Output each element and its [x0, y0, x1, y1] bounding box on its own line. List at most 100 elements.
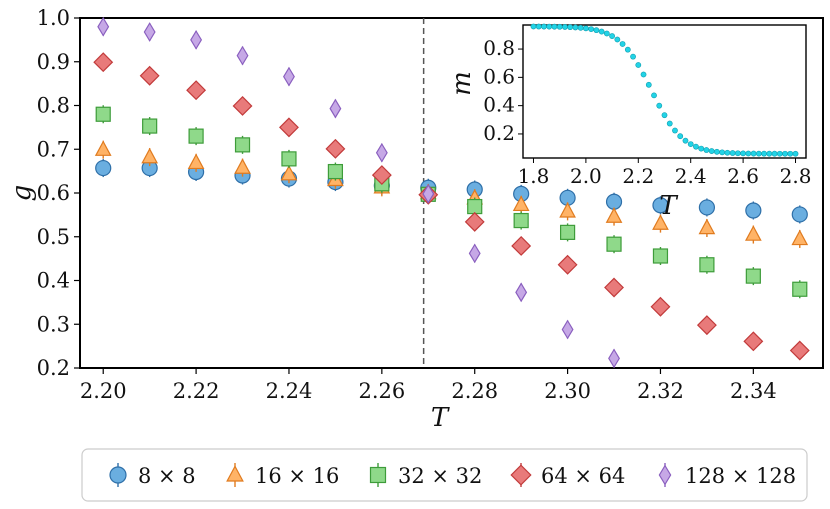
y-tick-label: 0.5: [37, 225, 70, 249]
inset-data-point: [619, 41, 626, 47]
inset-x-tick-label: 2.4: [675, 164, 707, 188]
y-tick-label: 0.7: [37, 137, 70, 161]
data-point: [234, 158, 251, 174]
legend-marker: [658, 464, 672, 486]
x-tick-label: 2.26: [358, 379, 405, 403]
inset-data-point: [708, 148, 715, 154]
inset-data-point: [630, 53, 636, 60]
data-point: [511, 235, 532, 256]
inset-data-point: [661, 112, 668, 119]
data-point: [375, 142, 388, 163]
inset-data-point: [562, 24, 568, 30]
data-point: [422, 183, 435, 204]
legend-entry-4: 128 × 128: [658, 463, 796, 488]
inset-data-point: [530, 23, 537, 30]
data-point: [190, 29, 203, 50]
legend-frame: [81, 448, 808, 502]
data-point: [468, 243, 481, 264]
data-point: [789, 340, 810, 361]
inset-data-point: [787, 150, 794, 157]
inset-data-point: [703, 147, 710, 153]
data-point: [139, 65, 160, 86]
data-point: [606, 236, 622, 252]
inset-data-point: [572, 24, 579, 31]
inset-x-axis-label: T: [659, 191, 678, 221]
inset-y-tick-label: 0.4: [483, 93, 515, 117]
data-point: [605, 207, 623, 223]
inset-y-tick-label: 0.8: [483, 36, 515, 60]
inset-data-point: [698, 145, 705, 152]
inset-data-point: [776, 150, 783, 157]
data-point: [792, 281, 808, 297]
data-point: [559, 224, 576, 240]
legend-label: 16 × 16: [255, 464, 339, 488]
data-point: [95, 106, 111, 122]
x-axis-label: T: [431, 403, 450, 433]
inset-data-point: [771, 150, 778, 157]
data-point: [561, 319, 574, 340]
inset-x-tick-label: 2.8: [780, 164, 812, 188]
inset-x-tick-label: 2.6: [727, 164, 759, 188]
data-point: [187, 153, 205, 170]
inset-data-point: [635, 62, 642, 68]
inset-data-point: [724, 149, 731, 156]
data-point: [279, 117, 299, 138]
legend-label: 64 × 64: [541, 464, 625, 488]
inset-y-axis-label: m: [447, 71, 477, 96]
inset-data-point: [651, 92, 657, 99]
inset-data-point: [719, 149, 726, 156]
data-point: [280, 164, 298, 181]
inset-data-point: [614, 36, 621, 43]
inset-data-point: [640, 71, 647, 78]
inset-data-point: [577, 24, 584, 31]
inset-data-point: [666, 120, 673, 127]
y-tick-label: 0.3: [37, 312, 70, 336]
inset-y-tick-label: 0.2: [483, 121, 515, 145]
legend-label: 8 × 8: [138, 464, 196, 488]
data-point: [283, 66, 295, 87]
data-point: [186, 80, 207, 101]
data-point: [513, 212, 529, 229]
inset-data-point: [598, 28, 605, 35]
series-4: [97, 16, 620, 369]
x-tick-label: 2.24: [266, 379, 313, 403]
data-point: [791, 206, 808, 223]
inset-data-point: [624, 46, 631, 53]
data-point: [652, 248, 669, 264]
y-tick-label: 0.9: [37, 50, 70, 74]
inset-data-point: [745, 150, 752, 157]
data-point: [698, 218, 716, 235]
data-point: [791, 229, 809, 246]
inset-x-tick-label: 1.8: [518, 164, 550, 188]
inset-data-point: [556, 23, 563, 30]
inset-data-point: [582, 25, 589, 32]
inset-data-point: [766, 150, 773, 157]
inset-data-point: [714, 148, 720, 155]
data-point: [94, 140, 112, 156]
inset-data-point: [546, 23, 553, 30]
data-point: [234, 137, 251, 153]
y-axis-label: g: [7, 185, 37, 202]
y-tick-label: 1.0: [37, 6, 70, 30]
legend-marker: [226, 465, 244, 482]
y-tick-label: 0.8: [37, 94, 70, 118]
inset-data-point: [535, 23, 542, 30]
inset-data-point: [755, 150, 762, 157]
x-tick-label: 2.30: [544, 379, 591, 403]
data-point: [652, 197, 669, 214]
data-point: [188, 128, 204, 144]
inset-data-point: [750, 150, 757, 157]
x-tick-label: 2.28: [451, 379, 498, 403]
inset-frame: [522, 24, 807, 159]
data-point: [608, 348, 620, 369]
data-point: [467, 198, 483, 215]
y-tick-label: 0.2: [37, 356, 70, 380]
inset-data-point: [792, 150, 799, 157]
data-point: [557, 254, 578, 275]
inset-plot: 1.8 2.0 2.2 2.4 2.6 2.8 0.2 0.4 0.6 0.8 Tm: [447, 23, 812, 221]
inset-x-tick-label: 2.0: [570, 164, 602, 188]
data-point: [699, 257, 715, 273]
series-3: [93, 52, 810, 361]
inset-data-point: [682, 137, 689, 144]
